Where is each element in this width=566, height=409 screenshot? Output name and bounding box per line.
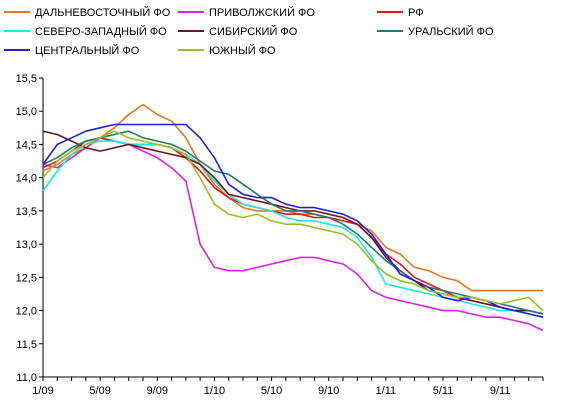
legend-label-1: ПРИВОЛЖСКИЙ ФО xyxy=(209,6,315,19)
series-line-3 xyxy=(42,140,544,318)
y-tick-label: 14,5 xyxy=(16,139,37,151)
legend-label-7: ЮЖНЫЙ ФО xyxy=(209,44,276,57)
chart-legend: ДАЛЬНЕВОСТОЧНЫЙ ФО ПРИВОЛЖСКИЙ ФО РФ СЕВЕРО… xyxy=(4,6,494,57)
legend-label-6: ЦЕНТРАЛЬНЫЙ ФО xyxy=(35,44,140,57)
series-line-0 xyxy=(42,103,543,292)
chart-series xyxy=(42,103,544,332)
chart-axes: 11,0 11,5 12,0 12,5 13,0 13,5 14,0 14,5 15,0 15,5… xyxy=(16,73,544,397)
y-tick-label: 12,0 xyxy=(16,306,37,318)
series-line-1 xyxy=(42,137,544,332)
y-tick-label: 13,0 xyxy=(16,239,37,251)
y-tick-label: 15,5 xyxy=(16,73,37,85)
y-tick-label: 12,5 xyxy=(16,272,37,284)
y-tick-label: 15,0 xyxy=(16,106,37,118)
x-tick-label: 5/09 xyxy=(89,385,110,397)
x-tick-label: 1/11 xyxy=(376,385,397,397)
series-line-4 xyxy=(42,130,544,315)
legend-label-3: СЕВЕРО-ЗАПАДНЫЙ ФО xyxy=(35,25,167,38)
x-tick-label: 1/09 xyxy=(32,385,53,397)
y-tick-label: 11,0 xyxy=(16,372,37,384)
y-tick-label: 13,5 xyxy=(16,206,37,218)
x-tick-label: 1/10 xyxy=(204,385,225,397)
legend-label-0: ДАЛЬНЕВОСТОЧНЫЙ ФО xyxy=(35,6,171,19)
x-tick-label: 9/10 xyxy=(318,385,339,397)
legend-label-5: УРАЛЬСКИЙ ФО xyxy=(408,25,494,38)
legend-label-4: СИБИРСКИЙ ФО xyxy=(209,25,298,38)
y-tick-label: 14,0 xyxy=(16,173,37,185)
series-line-7 xyxy=(42,130,544,312)
y-tick-label: 11,5 xyxy=(16,339,37,351)
x-tick-label: 9/09 xyxy=(147,385,168,397)
x-tick-label: 5/11 xyxy=(433,385,454,397)
x-tick-label: 5/10 xyxy=(261,385,282,397)
series-line-5 xyxy=(42,130,544,315)
legend-label-2: РФ xyxy=(408,7,424,19)
x-tick-label: 9/11 xyxy=(490,385,511,397)
series-line-6 xyxy=(42,123,544,318)
